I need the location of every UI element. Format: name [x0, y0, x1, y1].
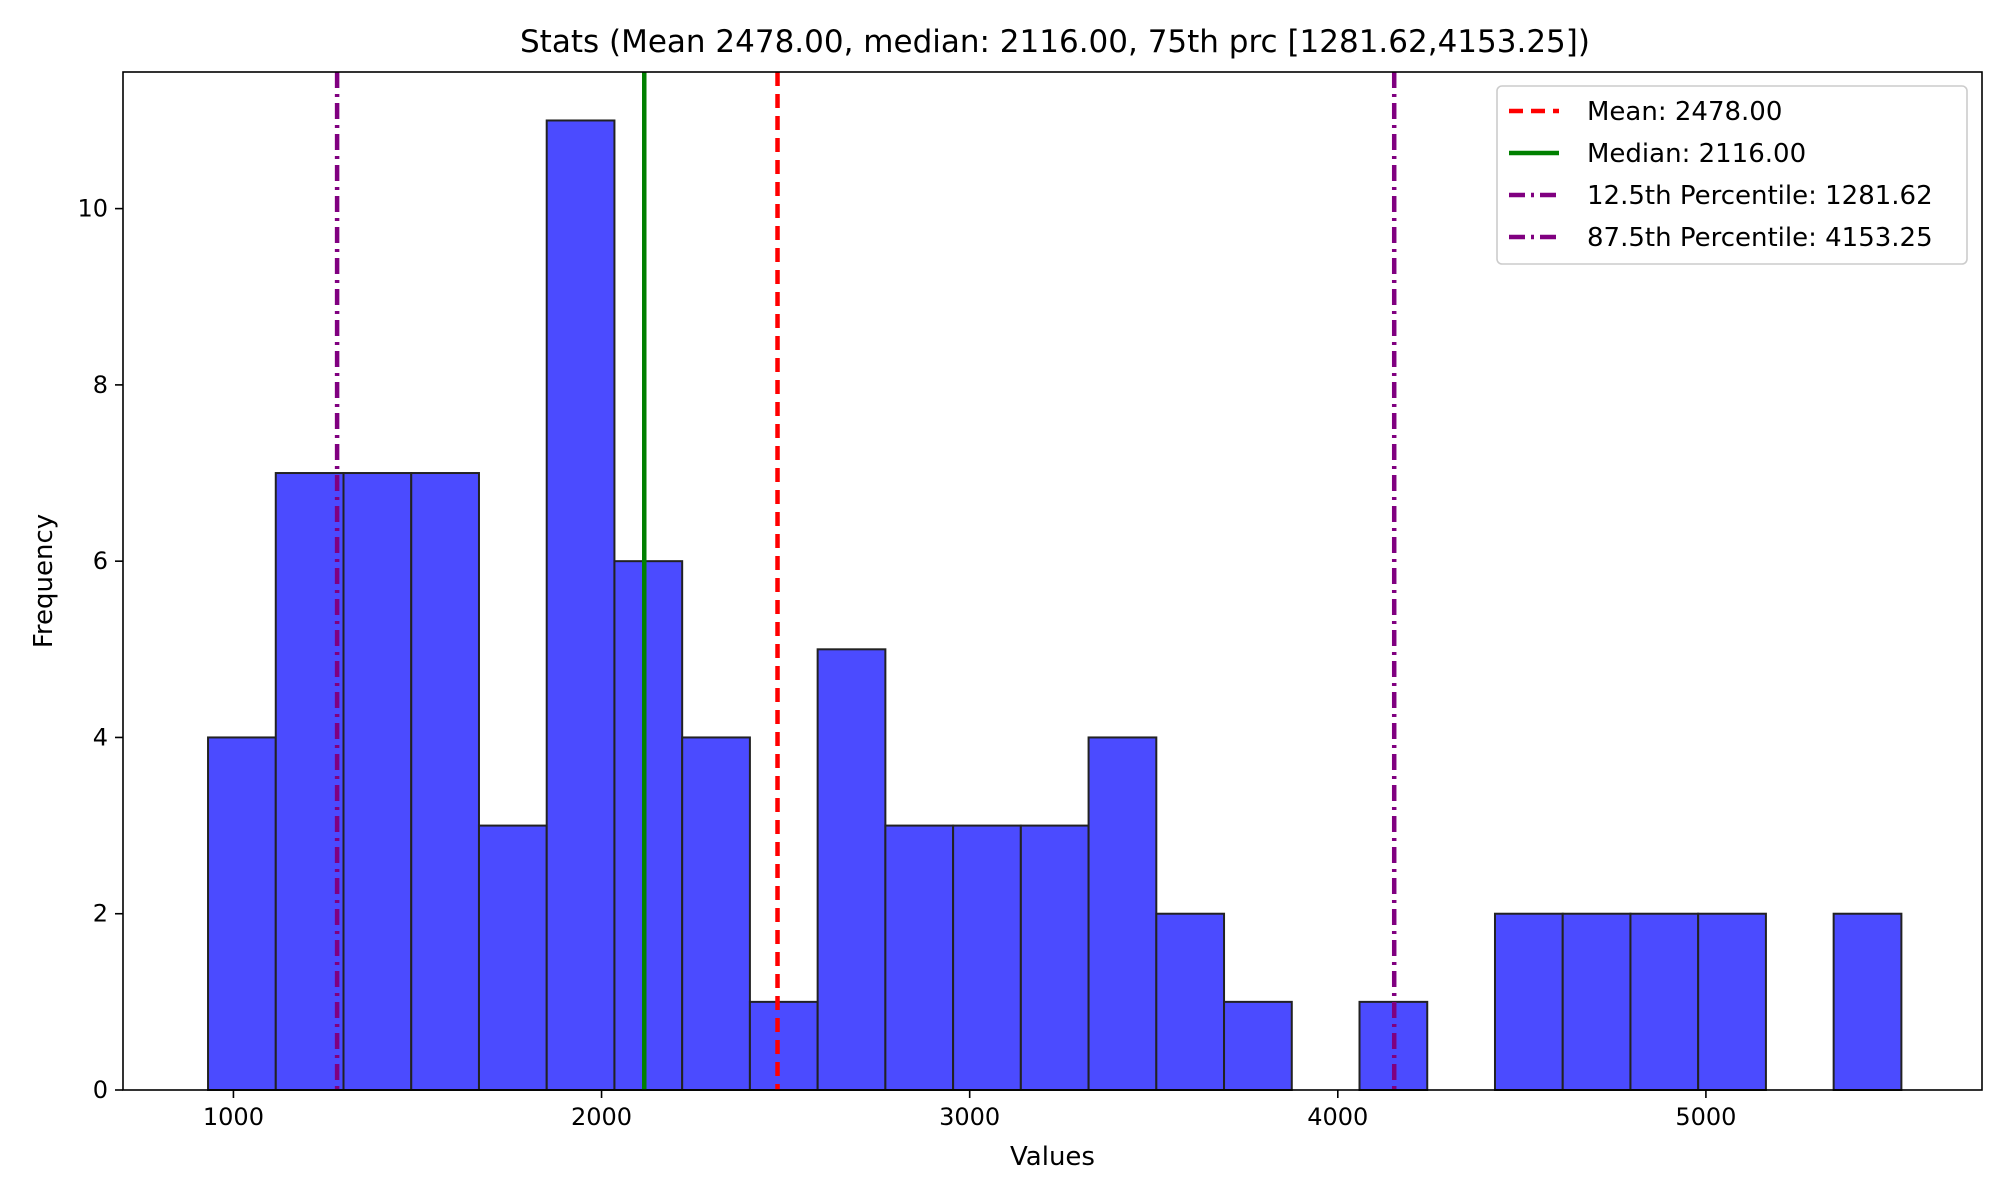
histogram-bar [1019, 824, 1090, 1091]
histogram-bar [1493, 912, 1564, 1092]
y-tick-label: 0 [93, 1076, 108, 1104]
histogram-bar [477, 824, 548, 1091]
histogram-bar [342, 472, 413, 1092]
histogram-bar [1697, 912, 1767, 1092]
x-axis: 1000 2000 3000 4000 5000 [203, 1090, 1736, 1131]
histogram-bar [545, 119, 616, 1091]
histogram-bar [613, 560, 684, 1091]
reference-lines-group [334, 72, 1397, 1090]
y-tick-label: 4 [93, 723, 108, 751]
x-tick-label: 2000 [571, 1103, 632, 1131]
histogram-bar [748, 1000, 819, 1091]
legend-label: 87.5th Percentile: 4153.25 [1587, 223, 1933, 253]
histogram-bar [207, 736, 277, 1091]
legend-label: Mean: 2478.00 [1587, 97, 1782, 127]
legend-label: Median: 2116.00 [1587, 139, 1806, 169]
histogram-bar [884, 824, 955, 1091]
y-tick-label: 2 [93, 900, 108, 928]
histogram-bar [274, 472, 345, 1092]
histogram-bar [410, 472, 480, 1092]
y-axis: 0 2 4 6 8 10 [77, 195, 123, 1104]
plot-frame [122, 71, 1983, 1091]
x-tick-label: 4000 [1307, 1103, 1368, 1131]
histogram-bar [1087, 736, 1158, 1091]
y-tick-label: 10 [77, 195, 108, 223]
histogram-bar [952, 824, 1022, 1091]
legend: Mean: 2478.00 Median: 2116.00 12.5th Perce… [1496, 85, 1968, 265]
histogram-bar [816, 648, 887, 1091]
histogram-bar [1155, 912, 1226, 1092]
bars-group [207, 119, 1903, 1092]
histogram-bar [1629, 912, 1700, 1092]
chart-title: Stats (Mean 2478.00, median: 2116.00, 75… [520, 24, 1590, 60]
histogram-bar [1223, 1000, 1293, 1091]
y-tick-label: 8 [93, 371, 108, 399]
histogram-bar [681, 736, 751, 1091]
histogram-bar [1832, 912, 1903, 1092]
histogram-bar [1561, 912, 1632, 1092]
x-tick-label: 5000 [1675, 1103, 1736, 1131]
x-axis-label: Values [1010, 1142, 1095, 1172]
y-tick-label: 6 [93, 547, 108, 575]
legend-label: 12.5th Percentile: 1281.62 [1587, 181, 1933, 211]
legend-box [1496, 85, 1968, 265]
x-tick-label: 3000 [939, 1103, 1000, 1131]
y-axis-label: Frequency [29, 514, 59, 648]
x-tick-label: 1000 [203, 1103, 264, 1131]
